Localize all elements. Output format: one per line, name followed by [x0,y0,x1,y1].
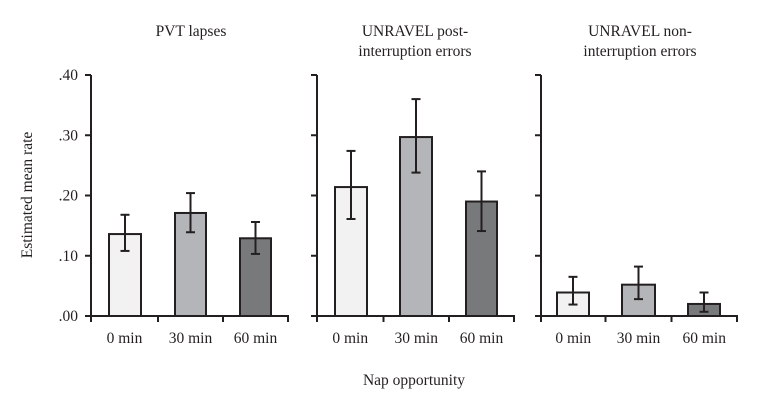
x-tick-label: 60 min [683,330,727,347]
x-tick-label: 60 min [460,330,504,347]
panel-3: UNRAVEL non-interruption errors 0 min 30 m… [535,23,738,347]
x-tick-label: 30 min [169,330,213,347]
panels: PVT lapses .00 .10 .20 .30 .40 0 min 30 min 60 m… [59,23,738,347]
panel-1: PVT lapses .00 .10 .20 .30 .40 0 min 30 min 60 m… [59,23,289,347]
panel-title: interruption errors [583,43,696,60]
x-tick-label: 30 min [617,330,661,347]
y-tick-label: .00 [59,308,79,325]
y-tick-label: .30 [59,127,79,144]
y-tick-label: .40 [59,67,79,84]
x-tick-label: 0 min [107,330,143,347]
x-tick-label: 0 min [555,330,591,347]
x-tick-label: 0 min [332,330,368,347]
x-axis-label: Nap opportunity [363,372,465,389]
x-tick-label: 60 min [234,330,278,347]
panel-title: PVT lapses [156,23,227,40]
panel-2: UNRAVEL post-interruption errors 0 min 30 … [311,23,515,347]
x-tick-label: 30 min [395,330,439,347]
panel-title: UNRAVEL non- [588,23,692,40]
panel-title: UNRAVEL post- [362,23,468,40]
y-axis-label: Estimated mean rate [19,132,36,259]
panel-title: interruption errors [358,43,471,60]
y-tick-label: .10 [59,248,79,265]
y-tick-label: .20 [59,188,79,205]
